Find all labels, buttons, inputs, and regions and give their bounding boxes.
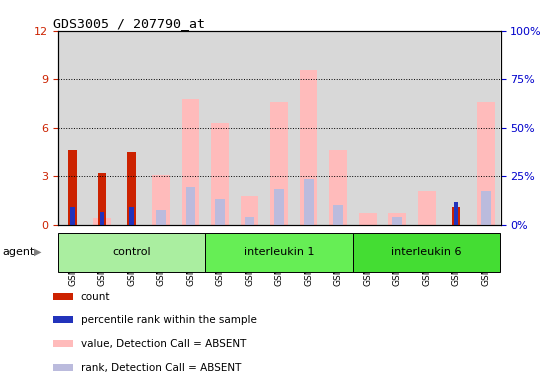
- Bar: [235, 31, 265, 225]
- Bar: [156, 210, 166, 225]
- Bar: [452, 207, 460, 225]
- Bar: [211, 123, 229, 225]
- Bar: [333, 205, 343, 225]
- Bar: [382, 31, 412, 225]
- Bar: [388, 214, 406, 225]
- Text: percentile rank within the sample: percentile rank within the sample: [81, 315, 256, 325]
- Bar: [87, 31, 117, 225]
- Bar: [274, 189, 284, 225]
- Bar: [304, 179, 313, 225]
- Bar: [245, 217, 255, 225]
- Bar: [98, 173, 106, 225]
- Bar: [100, 212, 104, 225]
- Bar: [58, 31, 87, 225]
- Bar: [442, 31, 471, 225]
- Bar: [300, 70, 317, 225]
- Bar: [454, 202, 458, 225]
- Bar: [53, 364, 73, 371]
- Bar: [359, 214, 377, 225]
- Bar: [68, 150, 76, 225]
- Bar: [323, 31, 353, 225]
- Bar: [265, 31, 294, 225]
- Bar: [205, 233, 353, 272]
- Text: value, Detection Call = ABSENT: value, Detection Call = ABSENT: [81, 339, 246, 349]
- Bar: [152, 175, 170, 225]
- Text: rank, Detection Call = ABSENT: rank, Detection Call = ABSENT: [81, 362, 241, 373]
- Text: interleukin 1: interleukin 1: [244, 247, 315, 257]
- Bar: [329, 150, 347, 225]
- Text: GDS3005 / 207790_at: GDS3005 / 207790_at: [53, 17, 205, 30]
- Bar: [53, 316, 73, 323]
- Bar: [176, 31, 205, 225]
- Text: control: control: [112, 247, 151, 257]
- Bar: [53, 340, 73, 347]
- Bar: [182, 99, 200, 225]
- Bar: [117, 31, 146, 225]
- Bar: [412, 31, 442, 225]
- Text: ▶: ▶: [34, 247, 42, 257]
- Text: interleukin 6: interleukin 6: [392, 247, 462, 257]
- Bar: [392, 217, 402, 225]
- Bar: [477, 102, 494, 225]
- Text: agent: agent: [3, 247, 35, 257]
- Bar: [294, 31, 323, 225]
- Bar: [128, 152, 136, 225]
- Text: count: count: [81, 292, 110, 302]
- Bar: [418, 191, 436, 225]
- Bar: [186, 187, 195, 225]
- Bar: [53, 293, 73, 300]
- Bar: [270, 102, 288, 225]
- Bar: [241, 195, 258, 225]
- Bar: [129, 207, 134, 225]
- Bar: [93, 218, 111, 225]
- Bar: [353, 31, 382, 225]
- Bar: [70, 207, 75, 225]
- Bar: [215, 199, 225, 225]
- Bar: [353, 233, 500, 272]
- Bar: [58, 233, 205, 272]
- Bar: [146, 31, 176, 225]
- Bar: [481, 191, 491, 225]
- Bar: [471, 31, 501, 225]
- Bar: [205, 31, 235, 225]
